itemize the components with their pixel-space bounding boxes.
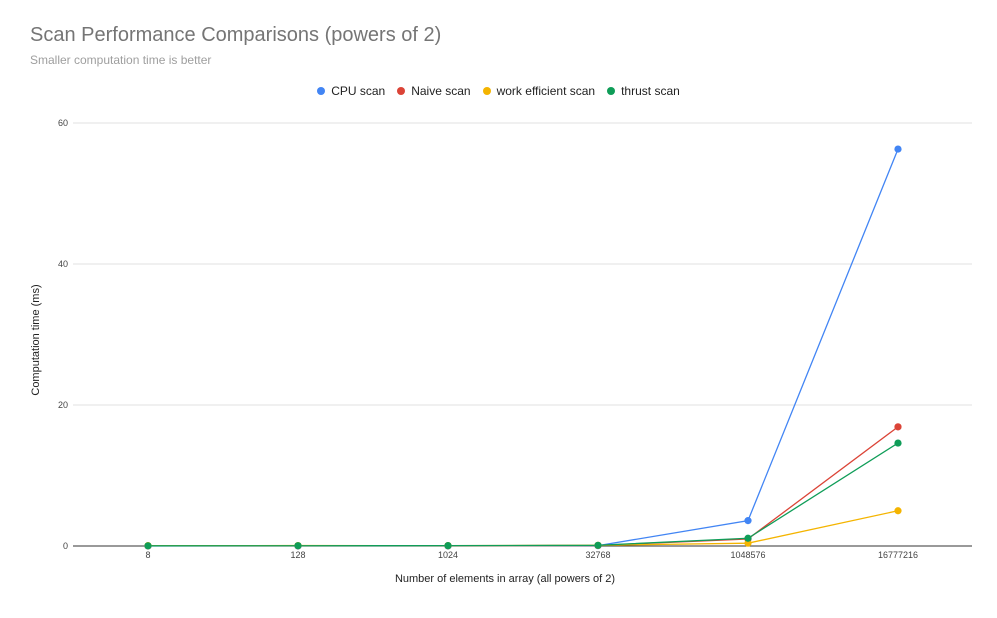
y-axis-title: Computation time (ms) [30,284,42,395]
y-axis-ticks: 0 20 40 60 [58,118,68,551]
y-tick-label: 0 [63,541,68,551]
series-line [148,511,898,546]
series-line [148,427,898,546]
x-tick-label: 32768 [585,550,610,560]
data-point [294,542,301,549]
data-point [894,145,901,152]
x-tick-label: 8 [145,550,150,560]
series-line [148,149,898,546]
gridlines [73,123,972,546]
x-axis-ticks: 8 128 1024 32768 1048576 16777216 [145,550,918,560]
data-point [894,423,901,430]
data-point [744,535,751,542]
data-point [594,542,601,549]
series-line [148,443,898,546]
x-axis-title: Number of elements in array (all powers … [395,573,615,585]
y-tick-label: 40 [58,259,68,269]
data-point [894,439,901,446]
x-tick-label: 16777216 [878,550,918,560]
data-point [444,542,451,549]
data-point [744,517,751,524]
y-tick-label: 20 [58,400,68,410]
x-tick-label: 128 [290,550,305,560]
y-tick-label: 60 [58,118,68,128]
x-tick-label: 1048576 [730,550,765,560]
x-tick-label: 1024 [438,550,458,560]
series-group [144,145,901,549]
data-point [144,542,151,549]
data-point [894,507,901,514]
